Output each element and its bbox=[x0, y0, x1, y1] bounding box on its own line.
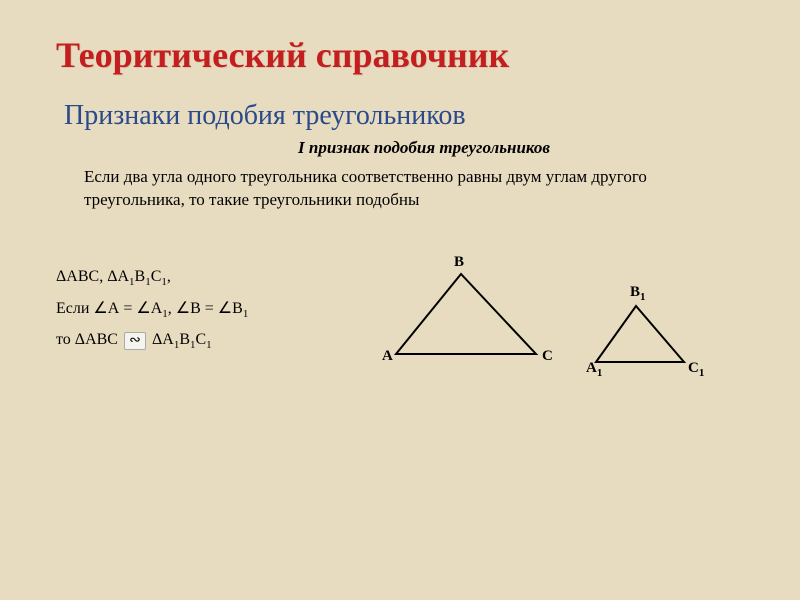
label-c1: С1 bbox=[688, 360, 704, 379]
content-row: ΔАВС, ΔА1В1С1, Если ∠А = ∠А1, ∠В = ∠В1 т… bbox=[56, 264, 752, 424]
slide: Теоритический справочник Признаки подоби… bbox=[0, 0, 800, 600]
triangle-a1b1c1 bbox=[596, 306, 684, 362]
main-title: Теоритический справочник bbox=[56, 34, 752, 76]
label-b: В bbox=[454, 254, 464, 271]
label-b1: В1 bbox=[630, 284, 646, 303]
label-a: А bbox=[382, 348, 393, 365]
label-a1: А1 bbox=[586, 360, 602, 379]
formula-block: ΔАВС, ΔА1В1С1, Если ∠А = ∠А1, ∠В = ∠В1 т… bbox=[56, 264, 336, 424]
formula-line-3: то ΔАВС ∾ ΔА1В1С1 bbox=[56, 327, 336, 355]
similar-icon: ∾ bbox=[124, 332, 146, 350]
theorem-statement: Если два угла одного треугольника соотве… bbox=[84, 166, 732, 212]
formula-line-2: Если ∠А = ∠А1, ∠В = ∠В1 bbox=[56, 296, 336, 324]
feature-heading: I признак подобия треугольников bbox=[96, 138, 752, 158]
formula-line-1: ΔАВС, ΔА1В1С1, bbox=[56, 264, 336, 292]
label-c: С bbox=[542, 348, 553, 365]
triangle-svg bbox=[336, 264, 736, 404]
sub-title: Признаки подобия треугольников bbox=[64, 100, 752, 132]
triangles-diagram: А В С А1 В1 С1 bbox=[336, 264, 752, 424]
triangle-abc bbox=[396, 274, 536, 354]
